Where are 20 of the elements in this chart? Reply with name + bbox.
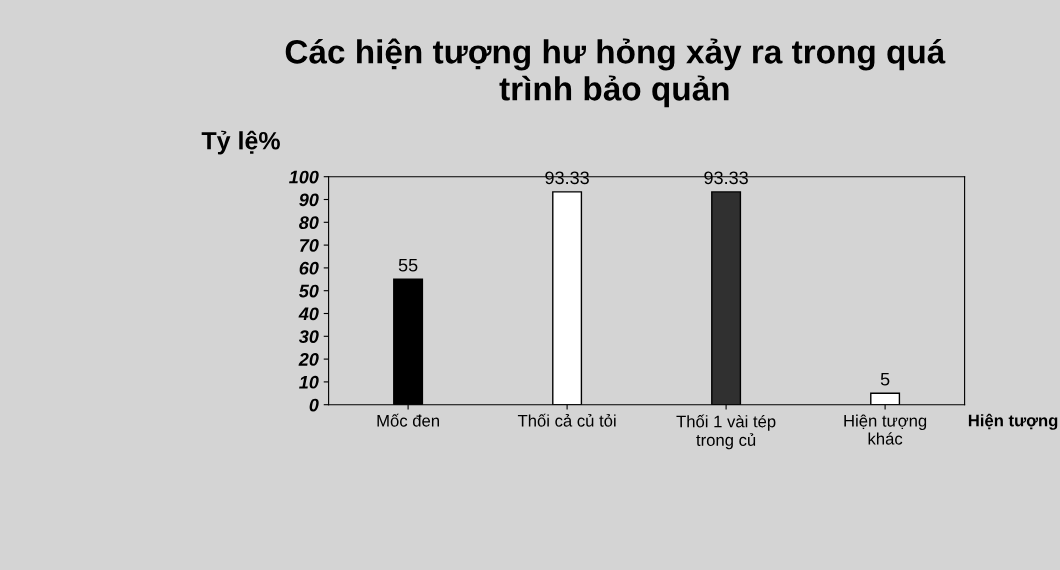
y-axis-title: Tỷ lệ%	[201, 130, 280, 155]
y-tick-label: 100	[289, 170, 319, 184]
x-axis-title: Hiện tượng	[968, 413, 1058, 430]
y-tick-label: 80	[299, 216, 319, 230]
x-tick-label: Hiện tượng khác	[844, 414, 927, 445]
y-tick-label: 20	[298, 353, 319, 366]
y-tick-label: 40	[298, 307, 319, 321]
y-tick-label: 50	[298, 284, 319, 298]
x-tick-label: Thối 1 vài tép trong củ	[676, 414, 776, 450]
y-tick-label: 30	[298, 330, 319, 344]
data-label: 5	[880, 372, 890, 386]
x-tick-label: Mốc đen	[377, 413, 439, 427]
y-tick-label: 10	[299, 375, 319, 389]
y-tick-label: 0	[309, 398, 319, 412]
y-tick-label: 90	[299, 193, 319, 207]
x-tick-label: Thối cả củ tỏi	[517, 413, 616, 427]
y-tick-label: 60	[299, 261, 319, 275]
data-label: 55	[398, 258, 418, 272]
y-tick-label: 70	[300, 239, 319, 252]
chart-title: Các hiện tượng hư hỏng xảy ra trong quá trình bảo quản	[285, 38, 946, 108]
